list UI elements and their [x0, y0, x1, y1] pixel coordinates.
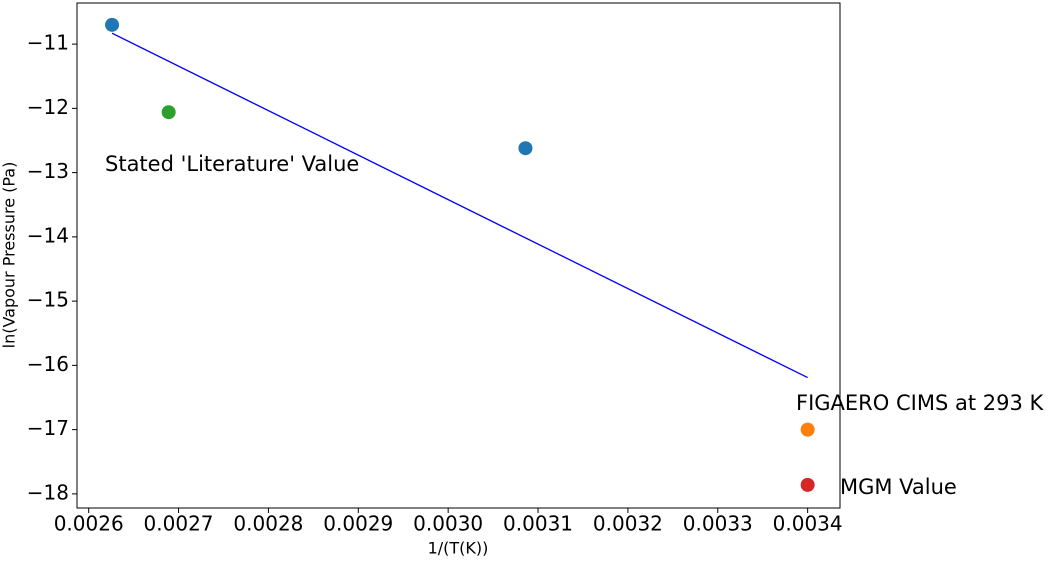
- x-tick-label: 0.0031: [503, 512, 573, 536]
- y-axis-label: ln(Vapour Pressure (Pa): [0, 162, 19, 349]
- x-tick-label: 0.0032: [593, 512, 663, 536]
- point: [800, 422, 815, 437]
- x-tick-label: 0.0027: [144, 512, 214, 536]
- y-tick-label: −14: [27, 223, 69, 247]
- y-tick-label: −11: [27, 31, 69, 55]
- annotation: MGM Value: [840, 475, 957, 499]
- x-axis-label: 1/(T(K)): [428, 539, 489, 558]
- point: [161, 105, 176, 120]
- x-tick-label: 0.0030: [413, 512, 483, 536]
- y-tick-label: −13: [27, 159, 69, 183]
- point: [518, 141, 533, 156]
- plot-frame: [76, 2, 841, 509]
- x-tick-label: 0.0028: [233, 512, 303, 536]
- x-tick-label: 0.0026: [54, 512, 124, 536]
- x-tick-label: 0.0034: [773, 512, 843, 536]
- annotation: Stated 'Literature' Value: [105, 152, 359, 176]
- x-tick-label: 0.0033: [683, 512, 753, 536]
- y-tick-label: −17: [27, 416, 69, 440]
- y-tick-label: −16: [27, 352, 69, 376]
- y-tick-label: −15: [27, 288, 69, 312]
- fit-line: [111, 32, 808, 379]
- y-tick-label: −18: [27, 480, 69, 504]
- y-tick-label: −12: [27, 95, 69, 119]
- annotation: FIGAERO CIMS at 293 K: [796, 391, 1044, 415]
- x-tick-label: 0.0029: [323, 512, 393, 536]
- point: [800, 477, 815, 492]
- point: [105, 17, 120, 32]
